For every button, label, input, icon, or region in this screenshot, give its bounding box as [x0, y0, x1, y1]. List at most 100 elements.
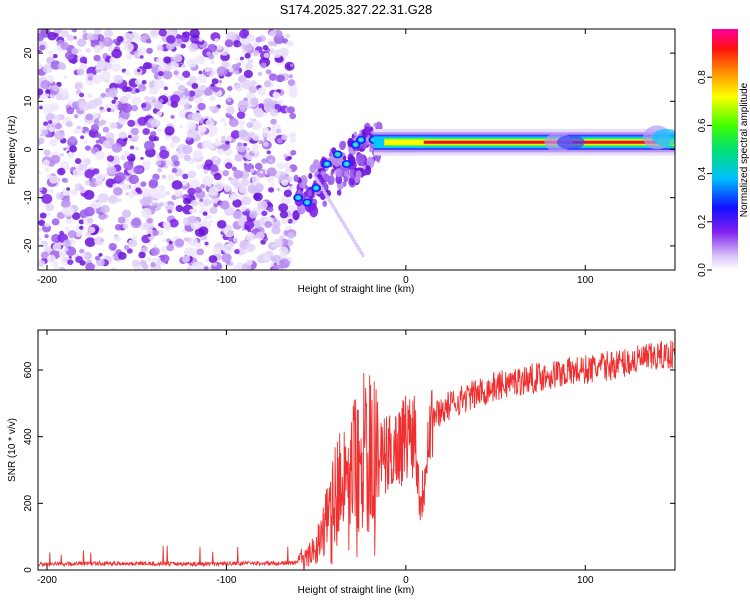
noise-blob — [216, 66, 228, 77]
noise-blob — [213, 181, 224, 192]
noise-blob — [150, 118, 161, 128]
noise-blob — [66, 34, 74, 42]
noise-blob — [95, 132, 102, 139]
noise-blob — [212, 247, 221, 255]
noise-blob — [246, 147, 250, 151]
noise-blob — [196, 164, 202, 170]
noise-blob — [207, 116, 213, 121]
noise-blob — [72, 168, 82, 177]
hot-spot — [314, 186, 318, 190]
noise-blob — [105, 38, 109, 42]
noise-blob — [214, 140, 222, 147]
noise-blob — [107, 47, 113, 53]
noise-blob — [66, 107, 75, 115]
noise-blob — [39, 105, 43, 110]
y-tick-label: 0 — [23, 567, 34, 573]
noise-blob — [162, 221, 171, 229]
noise-blob — [113, 96, 118, 101]
noise-blob — [257, 200, 268, 211]
hot-spot — [359, 138, 363, 142]
noise-blob — [153, 244, 158, 248]
noise-blob — [75, 255, 83, 264]
noise-blob — [263, 112, 268, 116]
noise-blob — [159, 98, 164, 103]
noise-blob — [167, 209, 172, 214]
noise-blob — [79, 92, 85, 98]
noise-blob — [126, 248, 133, 254]
noise-blob — [214, 156, 219, 160]
noise-blob — [90, 124, 100, 132]
transition-blob — [304, 185, 309, 191]
y-tick-label: 200 — [23, 495, 34, 512]
noise-blob — [246, 92, 253, 99]
noise-blob — [60, 42, 70, 50]
noise-blob — [260, 62, 267, 69]
noise-blob — [279, 210, 289, 219]
noise-blob — [38, 88, 44, 96]
noise-blob — [173, 54, 183, 63]
noise-blob — [41, 193, 53, 204]
noise-blob — [45, 203, 55, 212]
noise-blob — [279, 246, 289, 255]
noise-blob — [241, 215, 247, 221]
noise-blob — [198, 70, 203, 75]
noise-blob — [54, 130, 65, 141]
noise-blob — [266, 150, 271, 155]
noise-blob — [209, 220, 214, 224]
noise-blob — [111, 99, 116, 104]
colorbar-ticks: 0.0 0.2 0.4 0.6 0.8 — [697, 70, 712, 277]
noise-blob — [195, 242, 202, 248]
noise-blob — [61, 30, 69, 38]
colorbar — [712, 29, 738, 270]
noise-blob — [85, 48, 91, 53]
noise-blob — [121, 103, 133, 113]
noise-blob — [286, 106, 295, 114]
noise-blob — [270, 118, 277, 125]
noise-blob — [63, 75, 68, 80]
noise-blob — [106, 162, 112, 168]
noise-blob — [103, 29, 114, 38]
noise-blob — [38, 235, 42, 242]
noise-blob — [266, 167, 277, 177]
noise-blob — [218, 79, 223, 84]
noise-blob — [46, 74, 55, 82]
transition-blob — [308, 172, 313, 179]
noise-blob — [110, 267, 117, 270]
noise-blob — [123, 244, 130, 250]
transition-blob — [307, 189, 313, 197]
noise-blob — [246, 34, 256, 43]
noise-blob — [194, 186, 202, 194]
noise-blob — [288, 132, 297, 139]
noise-blob — [209, 206, 218, 215]
noise-blob — [208, 105, 215, 111]
noise-blob — [157, 229, 164, 236]
noise-blob — [285, 33, 291, 38]
noise-blob — [140, 196, 151, 207]
noise-blob — [146, 47, 153, 54]
noise-blob — [94, 255, 101, 261]
noise-blob — [290, 137, 297, 144]
noise-blob — [51, 260, 59, 267]
noise-blob — [166, 35, 176, 44]
noise-blob — [280, 217, 289, 225]
noise-blob — [158, 64, 167, 71]
noise-blob — [204, 66, 211, 73]
noise-blob — [192, 149, 203, 159]
noise-blob — [208, 131, 215, 137]
noise-blob — [179, 125, 183, 129]
noise-blob — [173, 160, 180, 166]
noise-blob — [257, 71, 263, 77]
noise-blob — [92, 168, 100, 175]
noise-blob — [186, 128, 198, 139]
noise-blob — [161, 174, 167, 179]
noise-blob — [203, 216, 208, 221]
noise-blob — [221, 253, 232, 263]
noise-blob — [102, 37, 113, 47]
noise-blob — [287, 232, 295, 239]
noise-blob — [287, 218, 293, 224]
noise-blob — [268, 73, 278, 81]
noise-blob — [39, 44, 46, 51]
noise-blob — [222, 170, 230, 177]
noise-blob — [211, 78, 219, 85]
